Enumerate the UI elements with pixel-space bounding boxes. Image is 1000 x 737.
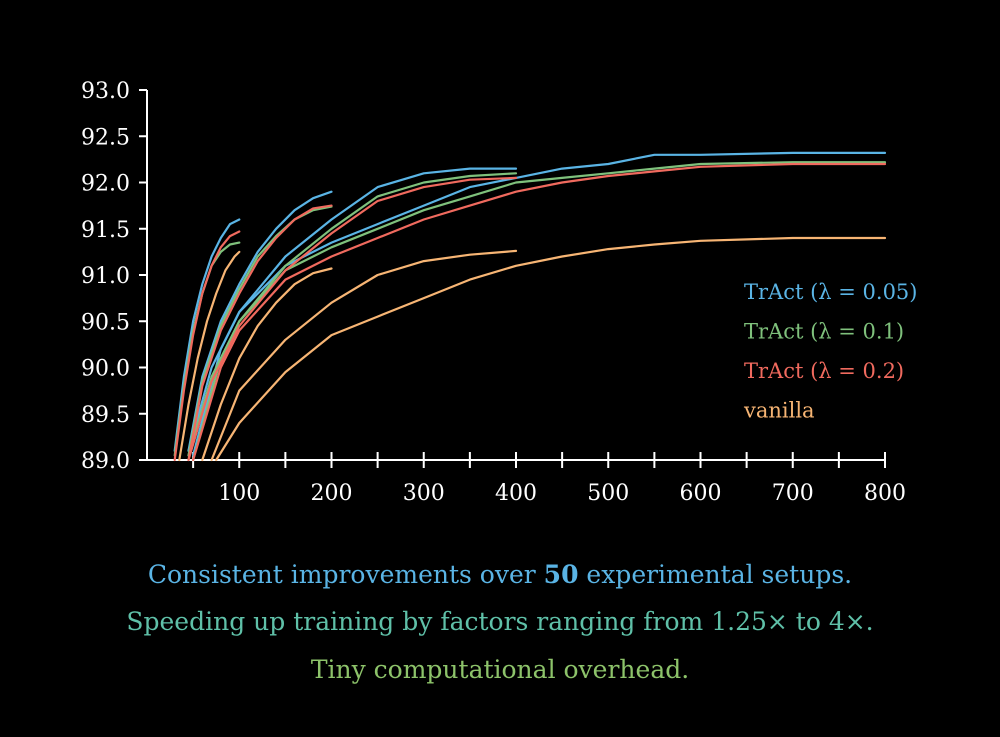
series-line-tract-0-05-run-1 [173,218,241,452]
x-tick-label: 400 [495,481,537,506]
x-tick-label: 600 [680,481,722,506]
series-line-tract-0-2-run-4 [192,162,887,462]
series-line-tract-0-1-run-4 [192,161,887,462]
x-tick-label: 700 [772,481,814,506]
x-tick-label: 800 [864,481,906,506]
series-line-vanilla-run-2 [201,267,333,462]
x-tick-label: 300 [403,481,445,506]
series-line-tract-0-05-run-4 [192,151,887,457]
series-line-tract-0-2-run-1 [173,230,241,462]
legend-entry-tract-0-1: TrAct (λ = 0.1) [744,320,904,344]
caption-speedup: Speeding up training by factors ranging … [126,607,874,636]
series-line-tract-0-05-run-3 [187,167,518,452]
x-tick-label: 500 [587,481,629,506]
legend-entry-tract-0-05: TrAct (λ = 0.05) [744,280,918,304]
series-line-tract-0-05-run-2 [187,190,333,452]
axes: 89.0 89.5 90.0 90.5 91.0 91.5 92.0 92.5 93.0 100 2… [81,79,906,506]
series-line-tract-0-2-run-3 [187,176,518,462]
caption-improvements: Consistent improvements over 50 experime… [0,560,1000,589]
series-line-tract-0-1-run-2 [187,205,333,457]
y-tick-label: 92.5 [81,125,130,150]
series-line-vanilla-run-3 [210,249,518,462]
series-line-vanilla-run-4 [215,236,887,462]
series-lines [173,151,887,462]
y-tick-label: 91.5 [81,218,130,243]
caption-improvements-count: 50 [543,560,579,589]
y-tick-label: 90.5 [81,310,130,335]
y-tick-label: 93.0 [81,79,130,104]
y-tick-label: 89.5 [81,403,130,428]
legend-entry-vanilla: vanilla [743,399,815,423]
legend-entry-tract-0-2: TrAct (λ = 0.2) [744,359,904,383]
caption-improvements-post: experimental setups. [578,560,853,589]
y-tick-label: 90.0 [81,357,130,382]
y-tick-label: 91.0 [81,264,130,289]
legend: TrAct (λ = 0.05) TrAct (λ = 0.1) TrAct (λ … [743,280,918,423]
x-tick-label: 100 [218,481,260,506]
y-tick-label: 89.0 [81,449,130,474]
caption-improvements-pre: Consistent improvements over [147,560,544,589]
x-tick-label: 200 [311,481,353,506]
series-line-vanilla-run-1 [178,250,241,462]
y-tick-label: 92.0 [81,172,130,197]
series-line-tract-0-2-run-2 [187,204,333,462]
caption-overhead: Tiny computational overhead. [310,655,690,684]
training-accuracy-chart: 89.0 89.5 90.0 90.5 91.0 91.5 92.0 92.5 93.0 100 2… [81,79,918,506]
